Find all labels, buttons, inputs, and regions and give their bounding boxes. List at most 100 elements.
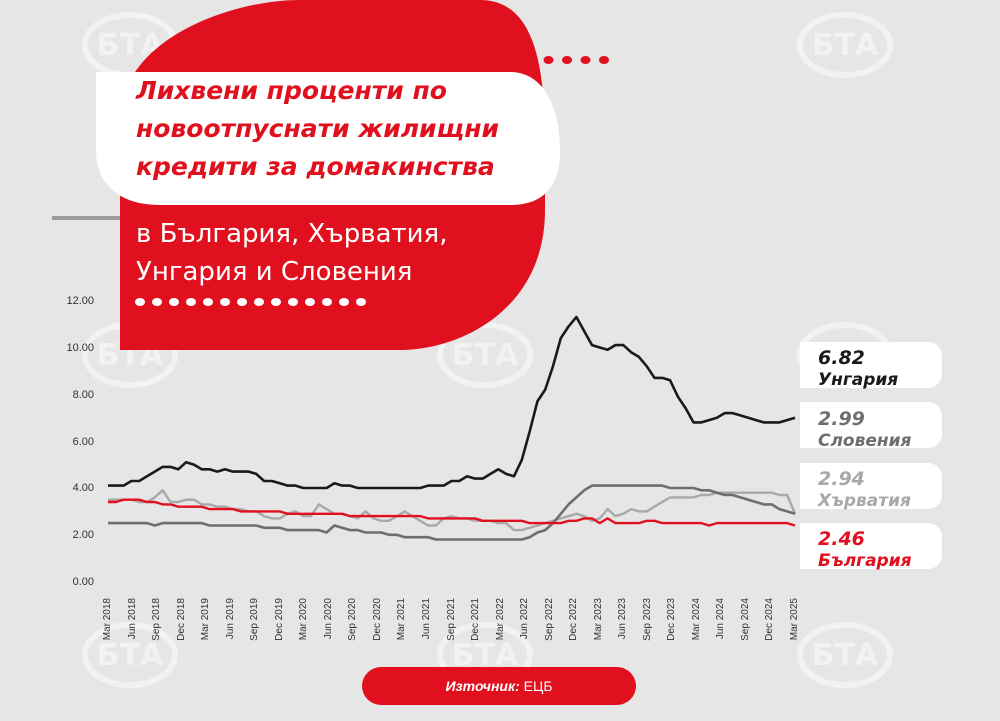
dot: [237, 298, 247, 306]
dot: [599, 56, 609, 64]
x-tick-label: Mar 2025: [789, 598, 800, 641]
legend-value-croatia: 2.94: [818, 468, 865, 490]
x-tick-label: Mar 2022: [494, 598, 506, 641]
legend-name-hungary: Унгария: [818, 370, 899, 390]
dot: [432, 56, 443, 64]
dot: [254, 298, 264, 306]
series-line-bulgaria: [108, 498, 796, 527]
x-tick-label: Dec 2019: [273, 598, 285, 641]
series-line-croatia: [108, 489, 797, 532]
dot: [220, 298, 230, 306]
dot: [358, 56, 369, 64]
x-tick-label: Dec 2024: [764, 598, 776, 641]
dot: [340, 56, 350, 64]
y-tick-label: 10.00: [66, 341, 94, 354]
dot: [469, 56, 480, 64]
watermark-text: БТА: [812, 28, 879, 63]
dot: [580, 56, 591, 64]
x-tick-label: Mar 2021: [396, 598, 408, 641]
x-tick-label: Sep 2024: [739, 598, 751, 641]
dot: [377, 56, 387, 64]
y-tick-label: 4.00: [72, 482, 94, 495]
title-divider-bar: [52, 216, 120, 220]
x-tick-label: Sep 2023: [641, 598, 653, 641]
x-tick-label: Jun 2023: [617, 598, 629, 640]
source-value: ЕЦБ: [523, 678, 553, 694]
dot: [321, 56, 332, 64]
x-tick-label: Jun 2019: [224, 598, 236, 640]
decorative-dots-bottom: [135, 298, 366, 306]
dot: [339, 298, 349, 306]
legend-box-slovenia: [800, 402, 942, 448]
chart-plot: [108, 315, 797, 541]
legend-value-slovenia: 2.99: [818, 408, 865, 430]
title-white-panel: [96, 72, 560, 205]
source-label: Източник:: [445, 678, 520, 694]
series-line-slovenia: [108, 484, 796, 541]
dot: [152, 298, 162, 306]
y-tick-label: 8.00: [72, 388, 94, 401]
x-tick-label: Mar 2018: [102, 598, 113, 641]
x-tick-label: Mar 2023: [592, 598, 604, 641]
dot: [322, 298, 332, 306]
legend-value-hungary: 6.82: [818, 347, 865, 369]
watermark-logo: БТА: [437, 322, 533, 388]
watermark-logo: БТА: [797, 12, 893, 78]
dot: [506, 56, 517, 64]
x-tick-label: Jun 2024: [715, 598, 727, 640]
x-tick-label: Sep 2021: [445, 598, 457, 641]
dot: [169, 298, 179, 306]
x-tick-label: Sep 2019: [249, 598, 261, 641]
x-tick-label: Jun 2021: [420, 598, 432, 640]
y-tick-label: 12.00: [66, 295, 94, 307]
x-tick-label: Sep 2018: [151, 598, 163, 641]
x-tick-label: Mar 2024: [690, 598, 702, 641]
series-line-hungary: [108, 315, 796, 490]
watermark-logo: БТА: [797, 622, 893, 688]
legend-name-croatia: Хърватия: [818, 491, 911, 511]
chart-title: Лихвени проценти по новоотпуснати жилищн…: [136, 76, 500, 181]
dot: [414, 56, 424, 64]
decorative-dots-top: [303, 56, 609, 64]
dot: [303, 56, 313, 64]
y-tick-label: 0.00: [72, 576, 94, 588]
legend-name-bulgaria: България: [818, 551, 912, 571]
watermark-logo: БТА: [82, 622, 178, 688]
x-tick-label: Mar 2020: [298, 598, 310, 641]
dot: [395, 56, 406, 64]
chart-subtitle: в България, Хърватия, Унгария и Словения: [136, 219, 448, 287]
y-tick-label: 6.00: [72, 435, 94, 448]
x-tick-label: Dec 2018: [175, 598, 187, 641]
x-tick-label: Dec 2020: [371, 598, 383, 641]
legend-name-slovenia: Словения: [818, 431, 912, 451]
dot: [562, 56, 572, 64]
x-tick-label: Sep 2020: [347, 598, 359, 641]
x-tick-label: Jun 2020: [322, 598, 334, 640]
dot: [135, 298, 145, 306]
watermark-text: БТА: [452, 338, 519, 373]
dot: [525, 56, 535, 64]
dot: [543, 56, 554, 64]
legend-box-hungary: [800, 342, 942, 388]
dot: [288, 298, 298, 306]
dot: [488, 56, 498, 64]
dot: [271, 298, 281, 306]
x-tick-label: Sep 2022: [543, 598, 555, 641]
x-tick-label: Dec 2022: [568, 598, 580, 641]
watermark-text: БТА: [97, 638, 164, 673]
dot: [203, 298, 213, 306]
y-tick-label: 2.00: [72, 529, 94, 542]
x-tick-label: Dec 2021: [470, 598, 482, 641]
watermark-text: БТА: [812, 638, 879, 673]
legend-box-bulgaria: [800, 523, 942, 569]
dot: [451, 56, 461, 64]
x-tick-label: Jun 2018: [126, 598, 138, 640]
x-tick-label: Dec 2023: [666, 598, 678, 641]
x-tick-label: Jun 2022: [519, 598, 531, 640]
legend-box-croatia: [800, 463, 942, 509]
x-tick-label: Mar 2019: [200, 598, 212, 641]
legend-value-bulgaria: 2.46: [818, 528, 865, 550]
dot: [305, 298, 315, 306]
dot: [356, 298, 366, 306]
source-pill: Източник: ЕЦБ: [362, 667, 636, 705]
